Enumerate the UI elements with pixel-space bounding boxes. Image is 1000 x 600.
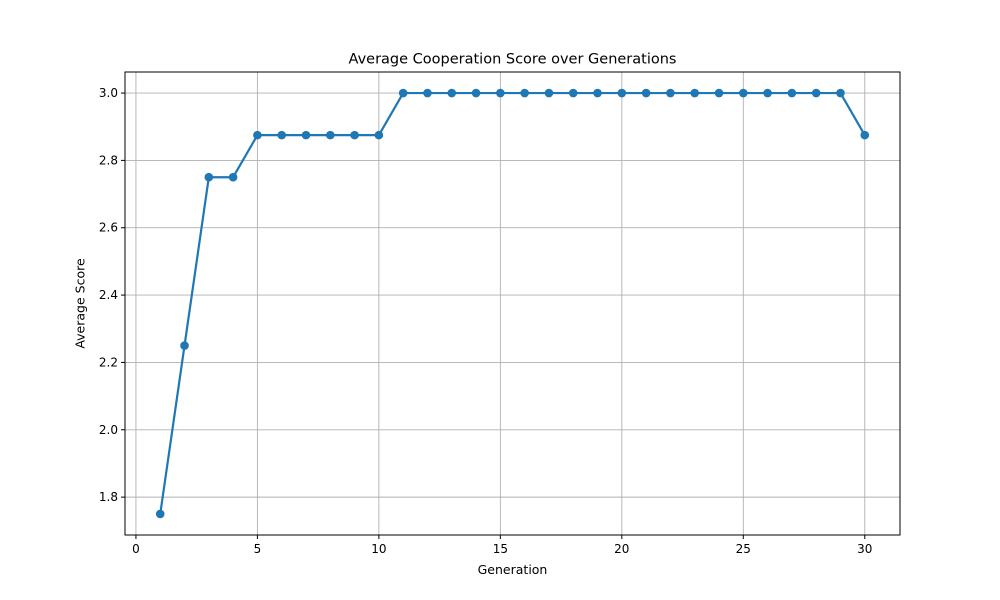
- data-point: [447, 88, 457, 98]
- y-tick-label: 3.0: [99, 86, 118, 100]
- data-point: [277, 130, 287, 140]
- x-tick-label: 25: [736, 542, 751, 556]
- data-point: [228, 172, 238, 182]
- data-point: [787, 88, 797, 98]
- y-tick-label: 2.4: [99, 288, 118, 302]
- data-point: [593, 88, 602, 98]
- data-point: [155, 509, 165, 519]
- x-tick-label: 5: [254, 542, 262, 556]
- x-tick-label: 30: [857, 542, 872, 556]
- data-point: [811, 88, 821, 98]
- data-point: [763, 88, 772, 98]
- data-point: [180, 341, 189, 350]
- data-point: [204, 172, 214, 182]
- series-layer: [155, 88, 870, 519]
- axis-ticks: 0 5 10 15 20 25 30 1.8 2.0 2.2 2.4 2.6 2.8 3.0: [99, 86, 873, 556]
- data-point: [398, 88, 408, 98]
- data-point: [374, 130, 384, 140]
- data-point: [325, 130, 335, 140]
- data-point: [301, 130, 311, 140]
- x-tick-label: 15: [493, 542, 508, 556]
- y-tick-label: 1.8: [99, 490, 118, 504]
- y-tick-label: 2.8: [99, 153, 118, 167]
- data-point: [496, 88, 505, 98]
- data-point: [544, 88, 554, 98]
- data-point: [860, 130, 870, 140]
- x-tick-label: 20: [614, 542, 629, 556]
- x-tick-label: 0: [132, 542, 140, 556]
- data-point: [568, 88, 578, 98]
- data-point: [350, 130, 359, 140]
- data-point: [714, 88, 724, 98]
- x-tick-label: 10: [371, 542, 386, 556]
- data-point: [738, 88, 748, 98]
- y-tick-label: 2.6: [99, 221, 118, 235]
- data-point: [617, 88, 627, 98]
- data-point: [253, 130, 262, 140]
- data-point: [520, 88, 529, 98]
- data-point: [666, 88, 675, 98]
- axes-frame: [124, 71, 901, 536]
- grid: [125, 72, 900, 535]
- data-point: [423, 88, 432, 98]
- x-axis-label: Generation: [478, 562, 548, 577]
- chart-title: Average Cooperation Score over Generatio…: [349, 52, 677, 68]
- data-point: [836, 88, 845, 98]
- y-axis-label: Average Score: [73, 258, 88, 349]
- data-point: [471, 88, 481, 98]
- series-line: [159, 91, 866, 515]
- y-tick-label: 2.0: [99, 423, 118, 437]
- y-tick-label: 2.2: [99, 355, 118, 369]
- data-point: [641, 88, 651, 98]
- data-point: [690, 88, 700, 98]
